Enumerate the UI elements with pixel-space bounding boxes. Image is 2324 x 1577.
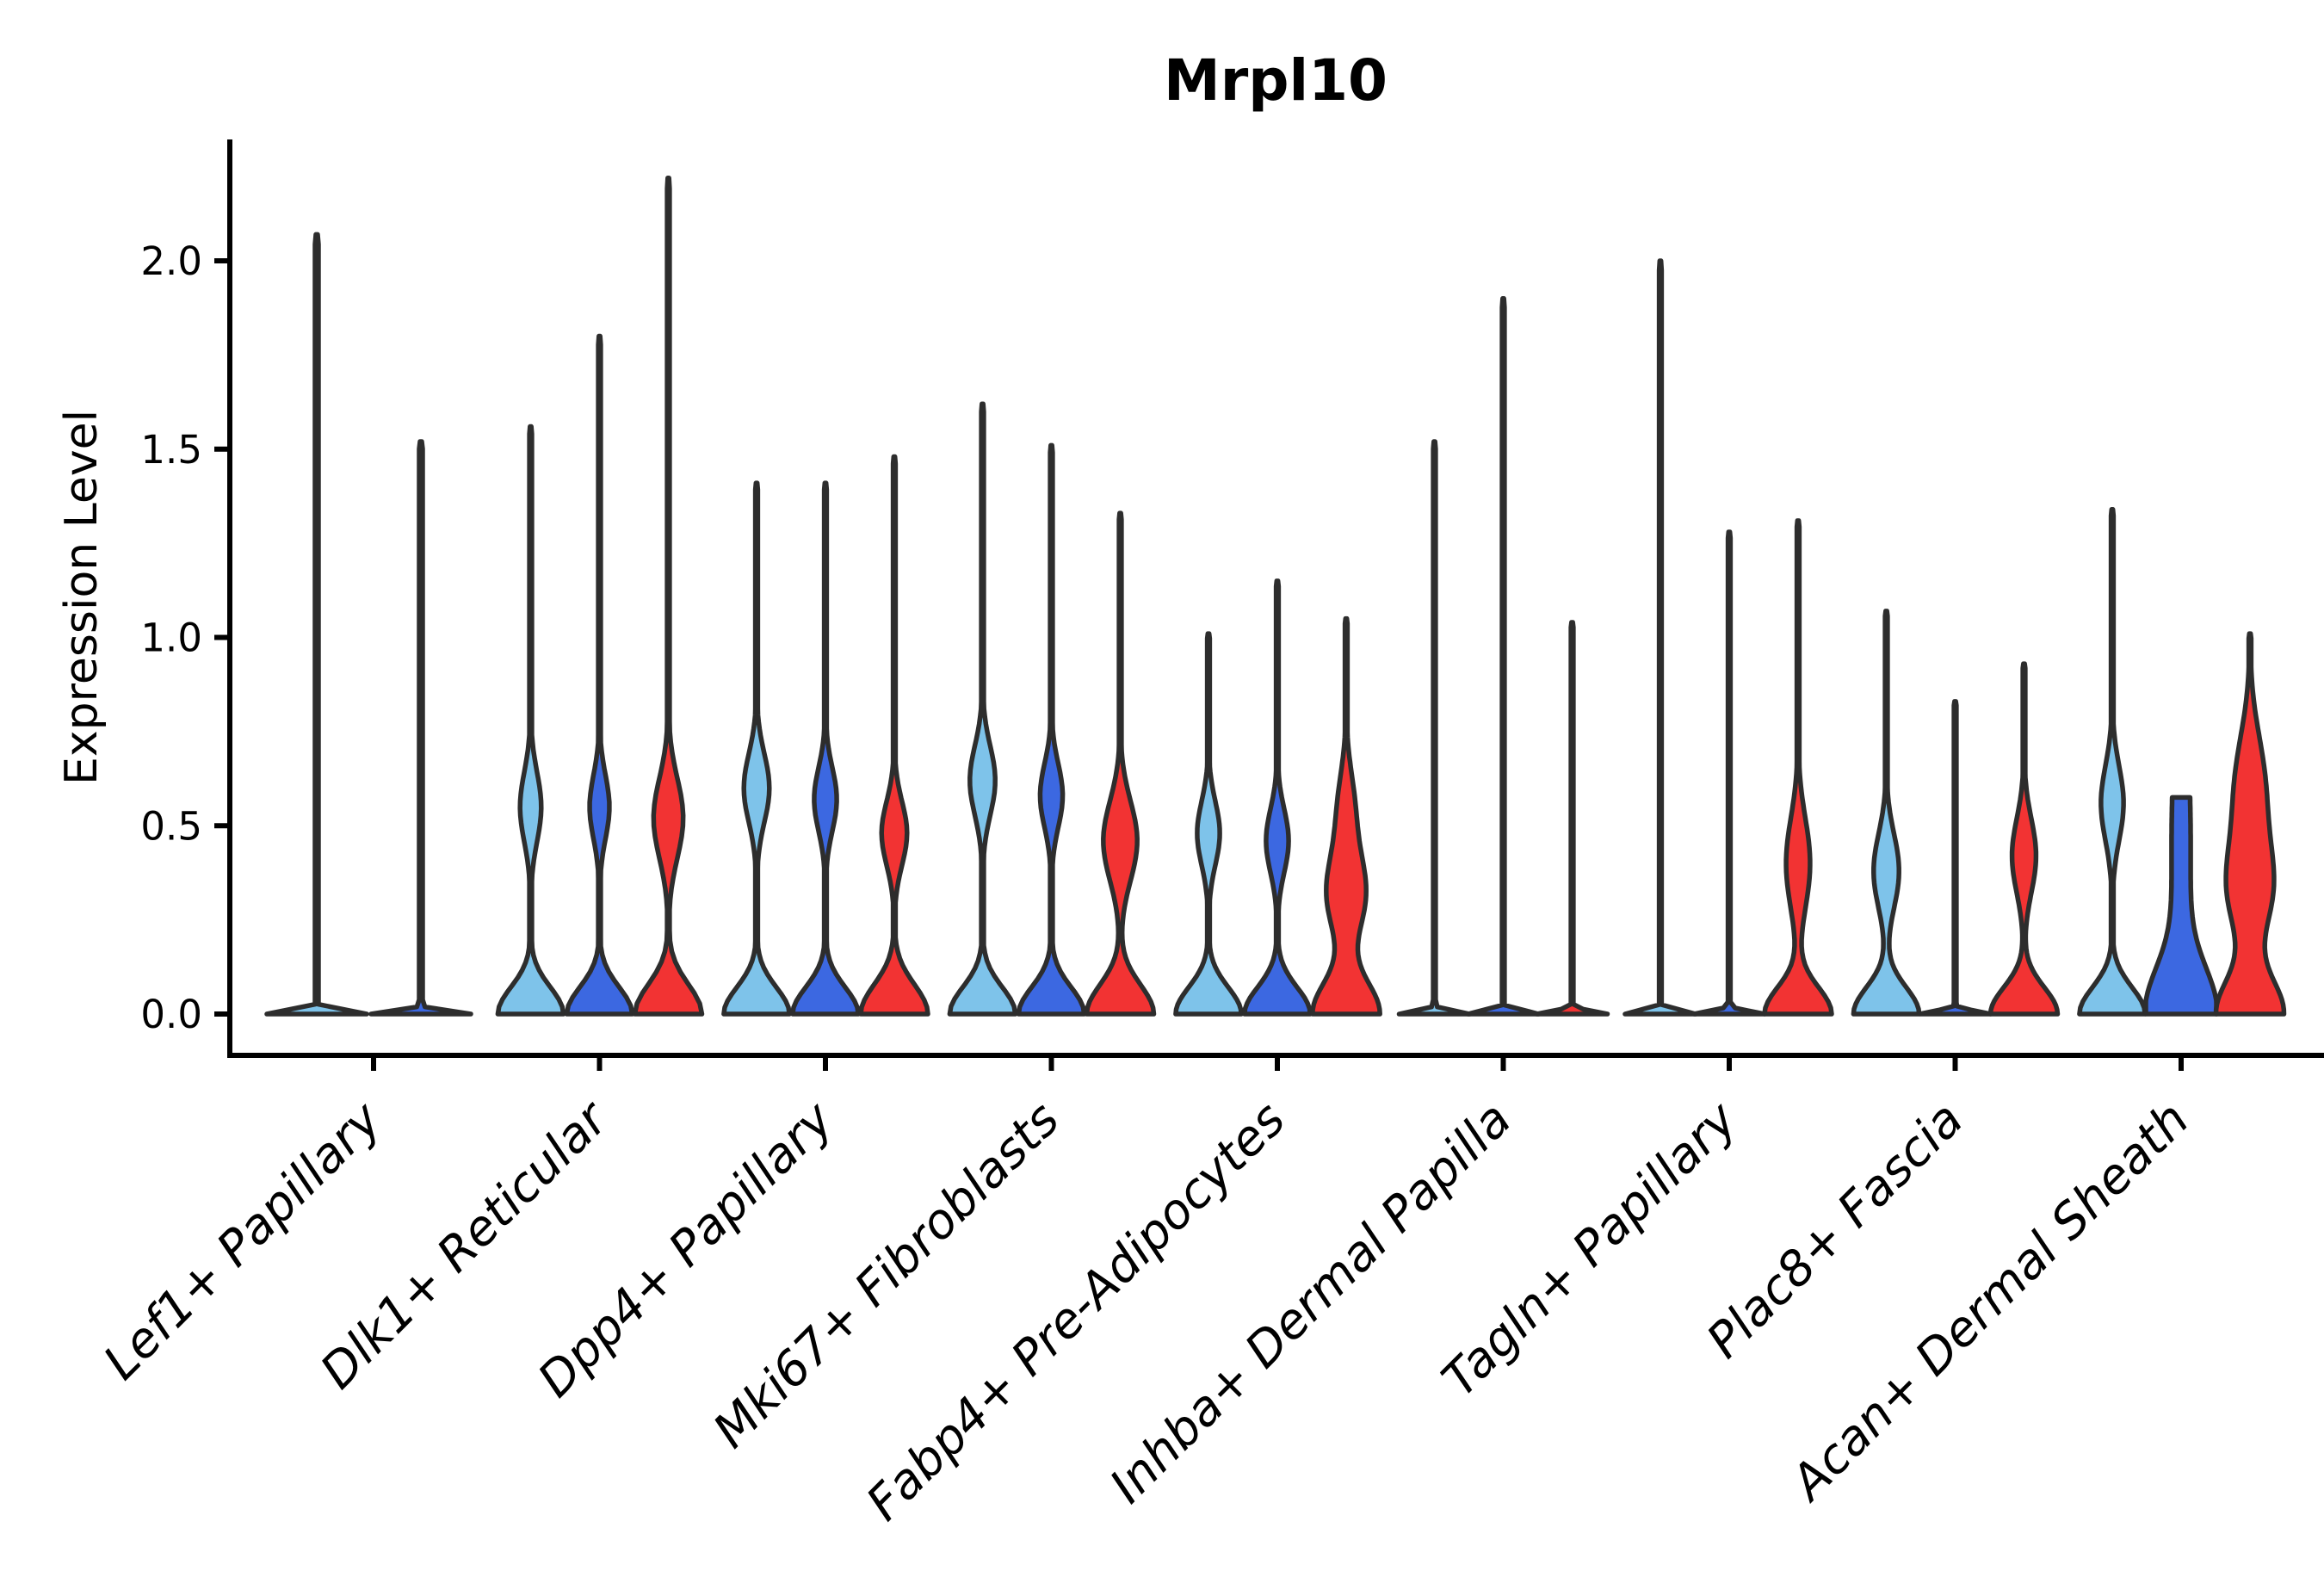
- violin-red: [1310, 615, 1382, 1017]
- violin-royal_blue: [790, 480, 861, 1017]
- violin-royal_blue: [1242, 578, 1313, 1017]
- violin-group-6: [1396, 296, 1610, 1017]
- violin-sky_blue: [1851, 609, 1922, 1017]
- violin-plot-figure: Mrpl10 Expression Level 0.0 0.5 1.0 1.5 2.0 L…: [34, 14, 2324, 1563]
- violin-sky_blue: [1173, 631, 1244, 1017]
- violin-group-2: [495, 175, 705, 1017]
- violin-group-7: [1622, 258, 1834, 1017]
- y-axis-label: Expression Level: [56, 410, 108, 785]
- violin-sky_blue: [721, 480, 792, 1017]
- violin-red: [1762, 518, 1834, 1017]
- y-tick-label: 0.0: [140, 992, 202, 1037]
- chart-background: [34, 14, 2324, 1563]
- violin-group-1: [264, 232, 473, 1017]
- violin-royal_blue: [2143, 795, 2219, 1017]
- violin-sky_blue: [495, 424, 566, 1017]
- y-tick-label: 1.0: [140, 615, 202, 661]
- violin-royal_blue-collapsed: [1691, 529, 1767, 1017]
- violin-red: [2213, 631, 2287, 1017]
- violin-royal_blue-collapsed: [1917, 699, 1993, 1017]
- violin-red: [632, 175, 705, 1017]
- violin-sky_blue: [2077, 507, 2148, 1017]
- violin-sky_blue-collapsed: [264, 232, 369, 1017]
- chart-title: Mrpl10: [1164, 47, 1388, 114]
- violin-red: [858, 454, 930, 1017]
- violin-group-8: [1851, 609, 2061, 1017]
- violin-sky_blue: [947, 401, 1018, 1017]
- violin-red: [1084, 510, 1157, 1017]
- violin-red: [1987, 661, 2061, 1017]
- y-tick-label: 1.5: [140, 427, 202, 473]
- violin-group-4: [947, 401, 1157, 1017]
- violin-red-collapsed: [1534, 620, 1610, 1017]
- violin-chart: Mrpl10 Expression Level 0.00.51.01.52.0L…: [34, 14, 2324, 1563]
- violin-group-5: [1173, 578, 1382, 1017]
- violin-sky_blue-collapsed: [1396, 439, 1473, 1017]
- violin-royal_blue: [564, 333, 635, 1017]
- violin-sky_blue-collapsed: [1622, 258, 1698, 1017]
- violin-group-9: [2077, 507, 2287, 1017]
- violin-royal_blue-collapsed: [1465, 296, 1542, 1017]
- violin-royal_blue-collapsed: [368, 439, 473, 1017]
- y-tick-label: 0.5: [140, 803, 202, 849]
- violins-layer: [264, 175, 2287, 1017]
- y-tick-label: 2.0: [140, 238, 202, 284]
- violin-group-3: [721, 454, 930, 1017]
- violin-royal_blue: [1016, 442, 1087, 1017]
